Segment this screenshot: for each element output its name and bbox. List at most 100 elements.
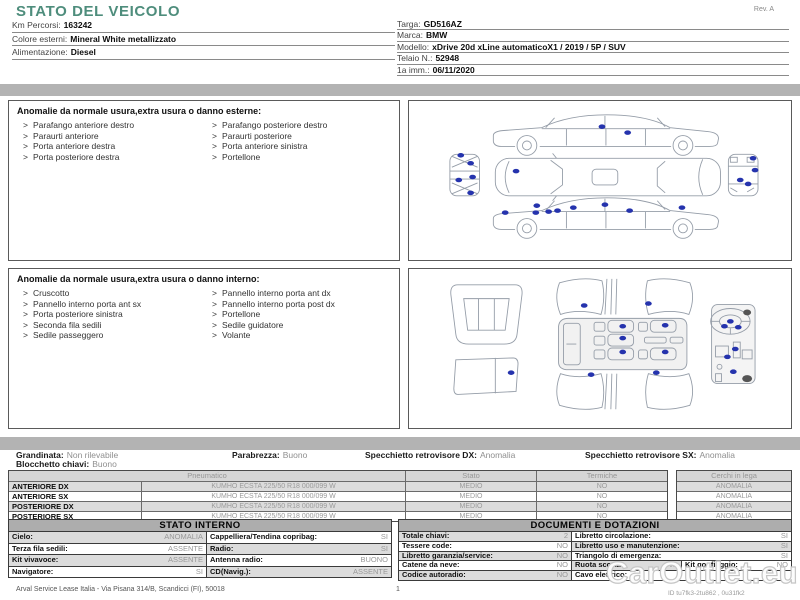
cell-label: Totale chiavi: — [402, 532, 450, 540]
label-value-cell: Libretto circolazione: SI — [571, 532, 791, 541]
cell-value: NO — [556, 551, 568, 560]
anomaly-marker — [469, 174, 476, 180]
list-bullet: > — [23, 141, 28, 151]
tyre-termiche: NO — [536, 492, 667, 501]
field-label: Km Percorsi: — [12, 20, 61, 30]
list-item: > Portellone — [204, 152, 393, 163]
anomaly-marker — [645, 301, 652, 306]
list-bullet: > — [212, 130, 217, 141]
cell-label: Navigatore: — [12, 566, 54, 576]
column-header-cerchi: Cerchi in lega — [677, 471, 791, 481]
field-value: BMW — [425, 30, 448, 41]
condition-value: Buono — [92, 459, 117, 469]
field-value: 52948 — [435, 53, 460, 64]
cell-label: Cielo: — [12, 532, 33, 541]
tyre-stato: MEDIO — [405, 482, 536, 491]
list-item-text: Porta anteriore destra — [32, 141, 116, 151]
anomaly-marker — [569, 205, 577, 210]
table-row: Libretto garanzia/service: NO Triangolo d… — [399, 550, 791, 561]
table-row: Terza fila sedili: ASSENTE Radio: SI — [9, 542, 391, 554]
list-item: > Porta posteriore sinistra — [15, 309, 204, 320]
tyre-termiche: NO — [536, 482, 667, 491]
condition-value: Buono — [282, 450, 308, 460]
tyres-table: Pneumatico Stato Termiche ANTERIORE DX K… — [8, 470, 668, 522]
list-item: > Volante — [204, 330, 393, 341]
cell-label: Libretto circolazione: — [575, 532, 651, 540]
list-item: > Portellone — [204, 309, 393, 320]
anomaly-marker — [751, 167, 759, 173]
list-item: > Sedile guidatore — [204, 320, 393, 331]
cell-label: Codice autoradio: — [402, 571, 466, 580]
list-item: > Pannello interno porta post dx — [204, 299, 393, 310]
anomaly-marker — [721, 324, 728, 329]
list-bullet: > — [212, 151, 217, 162]
cell-value: SI — [780, 532, 788, 540]
list-item-text: Porta anteriore sinistra — [221, 141, 308, 151]
anomaly-marker — [619, 349, 627, 355]
rim-status: ANOMALIA — [677, 501, 791, 511]
label-value-cell: Kit gonfiaggio: NO — [681, 561, 791, 571]
anomaly-marker — [501, 210, 509, 215]
list-item-text: Paraurti posteriore — [221, 130, 292, 141]
anomaly-marker — [533, 203, 541, 208]
label-value-cell: Antenna radio: BUONO — [206, 555, 391, 566]
footer-page-number: 1 — [396, 586, 400, 593]
field-value: Mineral White metallizzato — [70, 33, 177, 44]
documenti-dotazioni-table: DOCUMENTI E DOTAZIONI Totale chiavi: 2 Li… — [398, 519, 792, 581]
table-row: Catene da neve: NO Ruota scorta: NO Kit go… — [399, 560, 791, 571]
list-bullet: > — [23, 330, 28, 340]
field-label: Marca: — [397, 30, 423, 41]
list-item: > Paraurti anteriore — [15, 131, 204, 142]
anomaly-marker — [598, 124, 606, 129]
tyre-spec: KUMHO ECSTA 225/50 R18 000/099 W — [141, 512, 405, 521]
condition-value: Anomalia — [699, 450, 735, 460]
field-value: xDrive 20d xLine automaticoX1 / 2019 / 5… — [432, 41, 626, 52]
label-value-cell: Cappelliera/Tendina copribag: SI — [206, 532, 391, 543]
cell-value: NO — [666, 561, 678, 570]
label-value-cell: Tessere code: NO — [399, 542, 571, 551]
cell-label: Kit vivavoce: — [12, 555, 59, 564]
interior-anomaly-markers — [507, 301, 742, 377]
documenti-title: DOCUMENTI E DOTAZIONI — [399, 520, 791, 531]
list-item: > Seconda fila sedili — [15, 320, 204, 331]
list-bullet: > — [212, 298, 217, 309]
cell-value: SI — [380, 543, 388, 553]
anomaly-marker — [624, 130, 632, 135]
cell-label: Cavo elettrico: — [575, 571, 628, 580]
cell-label: Antenna radio: — [210, 555, 263, 564]
anomaly-marker — [587, 372, 595, 377]
list-bullet: > — [212, 309, 217, 319]
list-item: > Sedile passeggero — [15, 330, 204, 341]
tyre-stato: MEDIO — [405, 492, 536, 501]
list-item: > Parafango posteriore destro — [204, 120, 393, 131]
exterior-damage-diagram — [408, 100, 792, 261]
list-item: > Paraurti posteriore — [204, 131, 393, 142]
list-bullet: > — [23, 288, 28, 298]
condition-value: Anomalia — [479, 450, 516, 460]
exterior-anomalies-title: Anomalie da normale usura,extra usura o … — [17, 106, 262, 116]
condition-grandinata: Grandinata: Non rilevabile — [16, 451, 118, 460]
field-row-telaio: Telaio N.: 52948 — [397, 53, 789, 65]
list-item: > Parafango anteriore destro — [15, 120, 204, 131]
cell-value: 2 — [563, 532, 568, 540]
tyre-spec: KUMHO ECSTA 225/50 R18 000/099 W — [141, 492, 405, 501]
table-row: ANTERIORE SX KUMHO ECSTA 225/50 R18 000/… — [9, 491, 667, 501]
list-bullet: > — [23, 309, 28, 319]
anomaly-marker — [580, 303, 588, 308]
anomaly-column: > Parafango anteriore destro > Paraurti an… — [15, 120, 204, 162]
condition-blocchetto-chiavi: Blocchetto chiavi: Buono — [16, 459, 117, 469]
table-row: Navigatore: SI CD(Navig.): ASSENTE — [9, 565, 391, 577]
cell-label: Tessere code: — [402, 541, 452, 550]
anomaly-marker — [545, 209, 553, 214]
anomaly-marker — [619, 335, 627, 341]
cell-value: NO — [776, 561, 788, 570]
list-bullet: > — [23, 298, 28, 309]
stato-interno-title: STATO INTERNO — [9, 520, 391, 531]
tyre-position: POSTERIORE SX — [12, 512, 74, 521]
list-bullet: > — [212, 330, 217, 340]
table-row: Codice autoradio: NO Cavo elettrico: — [399, 570, 791, 580]
interior-anomalies-list: > Cruscotto > Pannello interno porta ant s… — [15, 288, 393, 341]
cell-value: NO — [556, 541, 568, 550]
interior-anomalies-panel: Anomalie da normale usura,extra usura o … — [8, 268, 400, 429]
table-row: Tessere code: NO Libretto uso e manutenzi… — [399, 540, 791, 551]
